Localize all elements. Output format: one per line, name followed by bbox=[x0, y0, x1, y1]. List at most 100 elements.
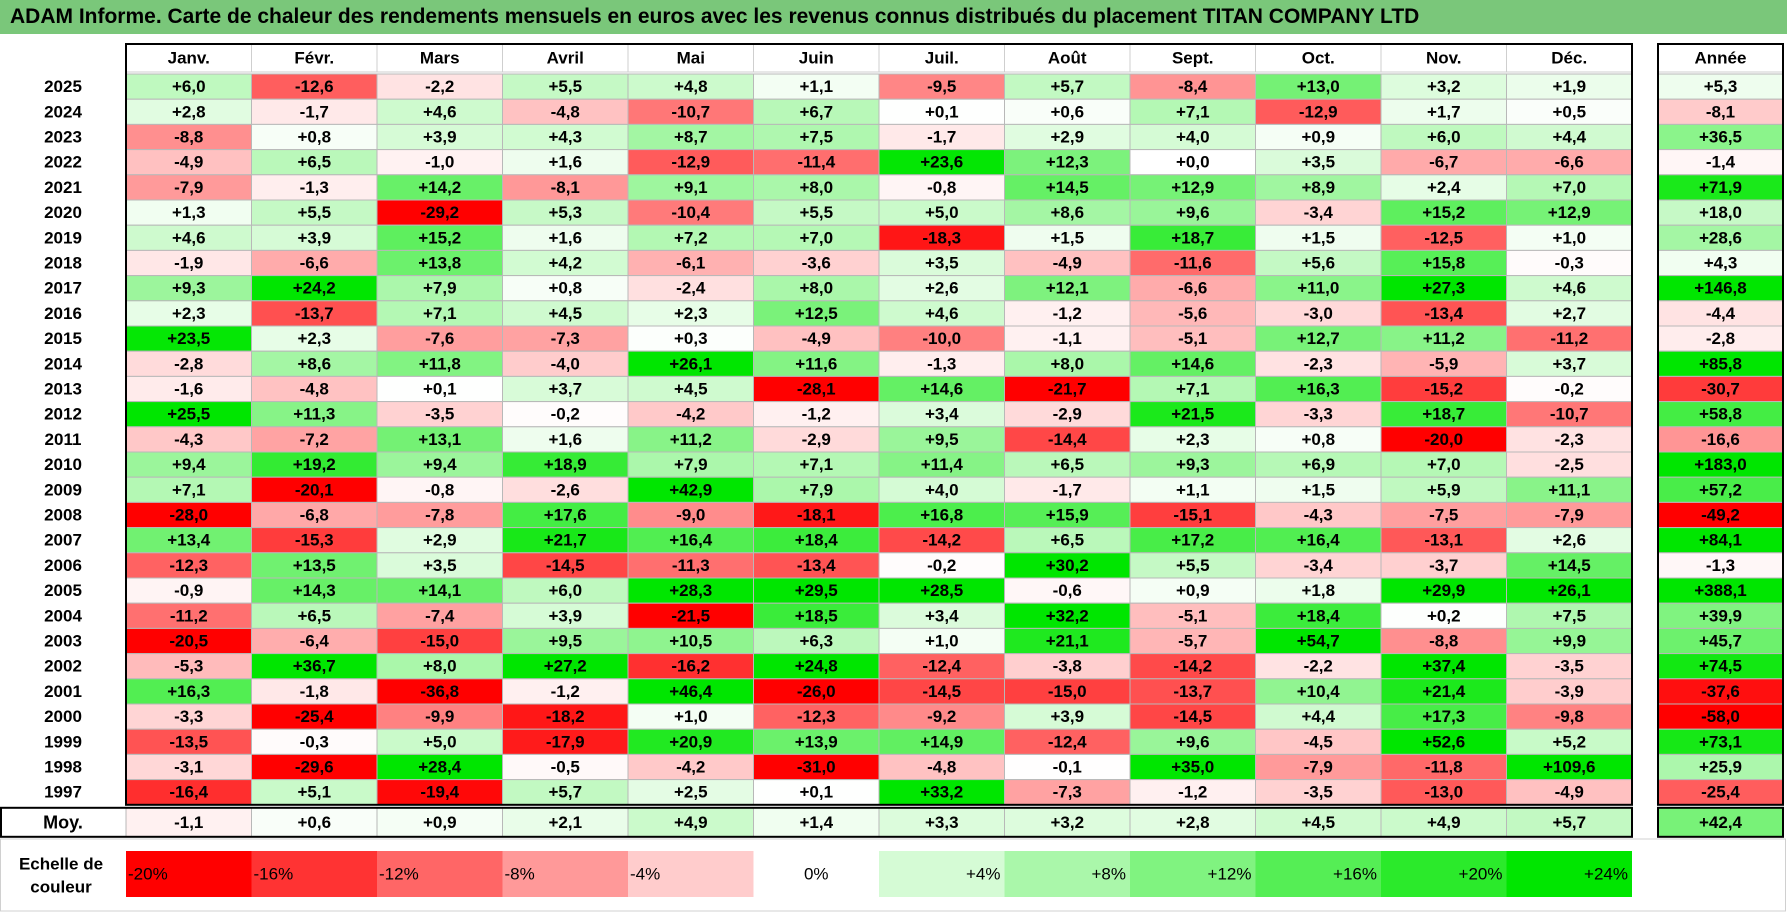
heatmap-cell bbox=[1380, 325, 1507, 352]
cell-value: +23,6 bbox=[920, 153, 963, 172]
heatmap-cell bbox=[1255, 350, 1382, 377]
heatmap-cell bbox=[627, 249, 754, 277]
cell-value: +7,1 bbox=[423, 304, 457, 323]
cell-value: -11,3 bbox=[672, 556, 710, 575]
cell-value: +1,6 bbox=[548, 228, 582, 247]
cell-value: -28,0 bbox=[169, 506, 208, 525]
cell-value: +12,5 bbox=[795, 304, 838, 323]
heatmap-cell bbox=[1004, 123, 1131, 151]
heatmap-cell bbox=[1380, 249, 1507, 277]
cell-value: -0,8 bbox=[927, 178, 956, 197]
annual-value: -25,4 bbox=[1701, 783, 1740, 802]
heatmap-cell bbox=[1506, 728, 1633, 755]
average-value: +4,5 bbox=[1301, 813, 1335, 832]
heatmap-cell bbox=[251, 375, 378, 403]
cell-value: -9,0 bbox=[676, 506, 705, 525]
annual-value: +71,9 bbox=[1699, 178, 1742, 197]
heatmap-cell bbox=[502, 73, 629, 100]
annual-cell bbox=[1657, 123, 1784, 151]
cell-value: +0,3 bbox=[674, 329, 708, 348]
cell-value: +2,9 bbox=[423, 531, 457, 550]
cell-value: +16,8 bbox=[920, 506, 963, 525]
cell-value: -0,3 bbox=[300, 732, 329, 751]
cell-value: +14,5 bbox=[1548, 556, 1591, 575]
cell-value: -3,4 bbox=[1304, 203, 1334, 222]
heatmap-cell bbox=[627, 728, 754, 755]
heatmap-cell bbox=[753, 653, 880, 680]
heatmap-cell bbox=[1004, 98, 1131, 125]
cell-value: +11,8 bbox=[419, 354, 461, 373]
cell-value: +2,8 bbox=[172, 102, 206, 121]
heatmap-cell bbox=[878, 602, 1005, 629]
heatmap-cell bbox=[1004, 199, 1131, 226]
heatmap-cell bbox=[753, 728, 880, 755]
month-grid-border bbox=[125, 43, 1633, 806]
heatmap-cell bbox=[878, 577, 1005, 604]
cell-value: -31,0 bbox=[797, 758, 836, 777]
cell-value: +7,0 bbox=[1552, 178, 1586, 197]
cell-value: -4,3 bbox=[1304, 506, 1333, 525]
heatmap-cell bbox=[1380, 98, 1507, 125]
cell-value: +13,0 bbox=[1297, 77, 1340, 96]
cell-value: +1,8 bbox=[1301, 581, 1335, 600]
heatmap-cell bbox=[1380, 300, 1507, 327]
year-label: 2001 bbox=[44, 682, 82, 701]
heatmap-cell bbox=[878, 653, 1005, 680]
cell-value: +14,6 bbox=[1171, 354, 1214, 373]
cell-value: +7,5 bbox=[799, 128, 833, 147]
heatmap-cell bbox=[251, 653, 378, 680]
scale-swatch bbox=[377, 851, 503, 897]
month-header-cell bbox=[376, 43, 503, 73]
cell-value: +0,0 bbox=[1176, 153, 1210, 172]
heatmap-cell bbox=[1129, 249, 1256, 277]
annual-cell bbox=[1657, 224, 1784, 251]
heatmap-cell bbox=[502, 199, 629, 226]
cell-value: +5,5 bbox=[799, 203, 833, 222]
cell-value: +4,5 bbox=[548, 304, 582, 323]
heatmap-cell bbox=[878, 224, 1005, 251]
cell-value: -12,3 bbox=[797, 707, 836, 726]
annual-value: +25,9 bbox=[1699, 758, 1742, 777]
heatmap-cell bbox=[1004, 577, 1131, 604]
heatmap-cell bbox=[1129, 123, 1256, 151]
year-label: 2011 bbox=[45, 430, 82, 449]
cell-value: +4,5 bbox=[674, 380, 708, 399]
cell-value: -29,6 bbox=[295, 758, 334, 777]
cell-value: +3,4 bbox=[925, 405, 959, 424]
heatmap-cell bbox=[502, 602, 629, 629]
cell-value: -21,7 bbox=[1048, 380, 1087, 399]
cell-value: -12,9 bbox=[671, 153, 710, 172]
average-cell bbox=[1129, 807, 1256, 838]
cell-value: -5,1 bbox=[1178, 606, 1207, 625]
cell-value: +27,3 bbox=[1422, 279, 1465, 298]
heatmap-cell bbox=[376, 653, 503, 680]
heatmap-cell bbox=[376, 325, 503, 352]
cell-value: +7,9 bbox=[799, 480, 833, 499]
heatmap-cell bbox=[251, 350, 378, 377]
scale-label: -12% bbox=[379, 865, 419, 884]
cell-value: -11,8 bbox=[1425, 758, 1463, 777]
cell-value: +16,4 bbox=[669, 531, 713, 550]
scale-title: couleur bbox=[30, 878, 92, 897]
scale-swatch bbox=[1506, 851, 1632, 897]
cell-value: +4,0 bbox=[1176, 128, 1210, 147]
average-cell bbox=[1506, 807, 1633, 838]
year-label: 1999 bbox=[44, 732, 82, 751]
average-value: -1,1 bbox=[174, 813, 203, 832]
heatmap-cell bbox=[251, 224, 378, 251]
heatmap-cell bbox=[1506, 325, 1633, 352]
cell-value: -7,8 bbox=[425, 506, 454, 525]
average-value: +4,9 bbox=[1427, 813, 1461, 832]
cell-value: +14,1 bbox=[418, 581, 461, 600]
heatmap-cell bbox=[251, 602, 378, 629]
cell-value: +3,5 bbox=[1301, 153, 1335, 172]
cell-value: +7,0 bbox=[1427, 455, 1461, 474]
heatmap-cell bbox=[502, 653, 629, 680]
cell-value: -0,9 bbox=[174, 581, 203, 600]
heatmap-cell bbox=[753, 249, 880, 277]
cell-value: +27,2 bbox=[544, 657, 587, 676]
heatmap-cell bbox=[502, 149, 629, 176]
heatmap-cell bbox=[502, 476, 629, 503]
cell-value: -4,9 bbox=[1053, 254, 1082, 273]
